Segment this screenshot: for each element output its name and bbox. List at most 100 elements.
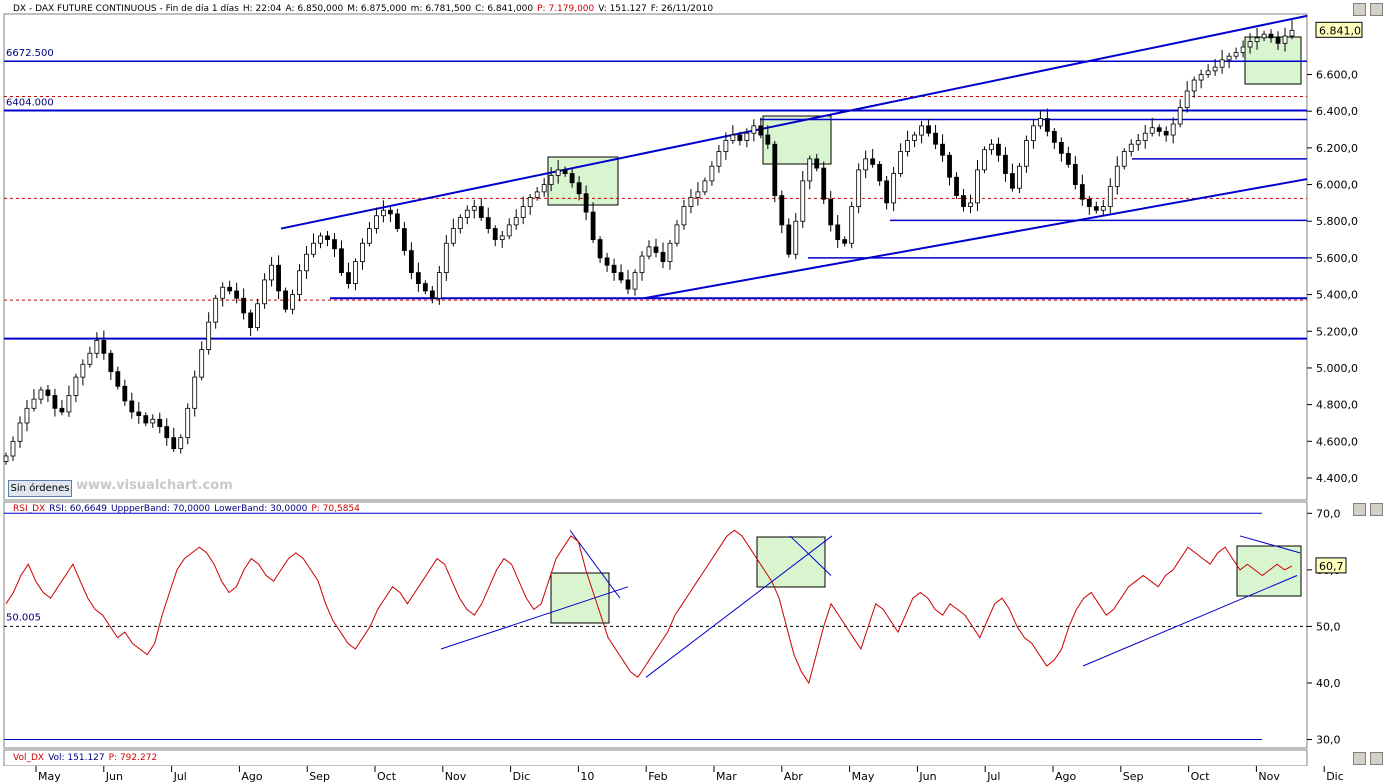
vol-minimize-button[interactable] xyxy=(1353,752,1366,765)
candle-body xyxy=(1114,165,1120,187)
x-tick-label: Jun xyxy=(918,770,936,783)
candle-body xyxy=(31,398,37,409)
candle-body xyxy=(45,389,51,396)
candle-body xyxy=(339,248,344,273)
candle-body xyxy=(758,125,764,136)
x-axis: May Jun Jul Ago Sep Oct Nov Dic 10 Feb Mar Abr May Ju… xyxy=(35,766,1344,783)
order-status-button[interactable]: Sin órdenes xyxy=(8,480,72,497)
x-tick-label: Abr xyxy=(784,770,804,783)
x-tick-label: Mar xyxy=(716,770,737,783)
header-item: P: 70,5854 xyxy=(311,504,360,514)
rsi-trend-line xyxy=(440,586,629,650)
candle-body xyxy=(793,220,799,255)
x-tick-label: Jun xyxy=(105,770,123,783)
candle-body xyxy=(1079,184,1085,200)
header-item: C: 6.841,000 xyxy=(475,4,533,14)
header-item: F: 26/11/2010 xyxy=(651,4,714,14)
x-tick-label: Ago xyxy=(241,770,263,783)
candle-body xyxy=(709,165,715,182)
rsi-bands: 50.005 xyxy=(4,512,1307,741)
candle-body xyxy=(1254,37,1260,42)
rsi-trend-line xyxy=(789,535,832,576)
candle-body xyxy=(1191,79,1197,92)
candle-body xyxy=(842,239,848,244)
candle-body xyxy=(1051,130,1057,143)
candle-body xyxy=(59,407,65,413)
x-tick-label: Sep xyxy=(1123,770,1144,783)
candle-body xyxy=(381,209,386,217)
candle-body xyxy=(367,228,372,244)
candle-body xyxy=(989,143,994,151)
candle-body xyxy=(744,132,750,141)
candle-body xyxy=(814,158,820,169)
rsi-trend-lines xyxy=(440,529,1301,678)
candle-body xyxy=(912,134,917,141)
close-button[interactable] xyxy=(1370,3,1383,16)
candle-body xyxy=(1093,206,1099,211)
candle-body xyxy=(1010,173,1015,189)
candle-body xyxy=(318,235,323,244)
candle-body xyxy=(975,169,980,204)
candle-body xyxy=(374,215,379,229)
rsi-panel xyxy=(3,501,1308,749)
candle-body xyxy=(513,217,519,226)
vol-close-button[interactable] xyxy=(1370,752,1383,765)
candle-body xyxy=(24,407,30,424)
panel-header-text: RSI_DX RSI: 60,6649 UppperBand: 70,0000 Low… xyxy=(13,504,360,514)
candle-body xyxy=(688,196,694,207)
rsi-minimize-button[interactable] xyxy=(1353,503,1366,516)
candle-body xyxy=(164,426,170,439)
candle-body xyxy=(1177,107,1183,125)
y-tick-label: 4.400,0 xyxy=(1316,472,1358,485)
candle-body xyxy=(408,250,414,273)
candle-body xyxy=(122,385,128,402)
candle-body xyxy=(1163,130,1169,136)
candle-body xyxy=(192,376,198,409)
candle-body xyxy=(1072,163,1078,185)
candle-body xyxy=(171,437,177,450)
rsi-tick-label: 30,0 xyxy=(1316,734,1341,747)
candle-body xyxy=(311,242,316,255)
candle-body xyxy=(80,363,86,378)
candle-body xyxy=(534,191,540,198)
candle-body xyxy=(1121,151,1127,167)
x-tick-label: Jul xyxy=(986,770,1000,783)
price-candles xyxy=(3,20,1295,465)
candle-body xyxy=(1065,152,1071,165)
candle-body xyxy=(877,163,883,182)
x-tick-label: Sep xyxy=(309,770,330,783)
candle-body xyxy=(1233,52,1239,57)
candle-body xyxy=(38,389,44,400)
candle-body xyxy=(618,272,624,281)
price-y-axis: 4.400,0 4.600,0 4.800,0 5.000,0 5.200,0 5.400… xyxy=(1307,21,1363,485)
rsi-header: RSI_DX RSI: 60,6649 UppperBand: 70,0000 Low… xyxy=(13,504,360,514)
candle-body xyxy=(604,257,610,266)
candle-body xyxy=(464,209,470,218)
rsi-highlight-box xyxy=(756,536,826,588)
candle-body xyxy=(1275,37,1281,44)
candle-body xyxy=(1037,118,1043,127)
candle-body xyxy=(772,143,778,196)
candle-body xyxy=(863,158,869,171)
candle-body xyxy=(597,239,603,259)
last-price-box xyxy=(1315,21,1363,38)
x-tick-label: Oct xyxy=(1191,770,1211,783)
candle-body xyxy=(346,272,351,284)
candle-body xyxy=(129,400,135,413)
candle-body xyxy=(751,125,757,134)
candle-body xyxy=(933,132,938,145)
rsi-last-label: 60,7 xyxy=(1319,560,1344,573)
candle-body xyxy=(800,180,806,222)
candle-body xyxy=(353,261,358,284)
candle-body xyxy=(695,191,701,198)
candle-body xyxy=(1247,41,1253,48)
header-item: A: 6.850,000 xyxy=(286,4,344,14)
candle-body xyxy=(548,174,554,185)
candle-body xyxy=(569,173,575,184)
candle-body xyxy=(115,371,121,387)
candle-body xyxy=(436,272,442,299)
candle-body xyxy=(17,422,23,442)
candle-body xyxy=(1261,33,1267,39)
rsi-close-button[interactable] xyxy=(1370,503,1383,516)
minimize-button[interactable] xyxy=(1353,3,1366,16)
